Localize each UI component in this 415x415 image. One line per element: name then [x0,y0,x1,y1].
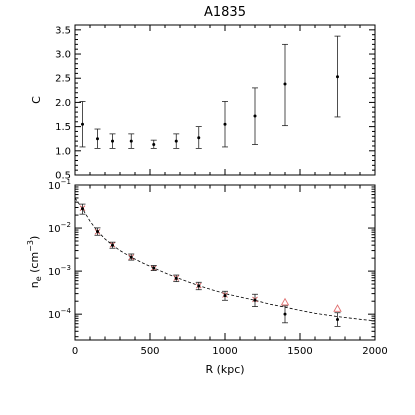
bottom-data-point [197,284,201,288]
bottom-ytick-label: 10−4 [48,307,72,321]
bottom-data-point [152,266,156,270]
bottom-xtick-label: 1500 [287,346,312,357]
top-frame [74,24,376,176]
tick-exponent: −4 [61,307,72,315]
red-triangle [333,304,342,312]
bottom-data-point [81,207,84,211]
top-ytick-label: 3.0 [55,50,71,61]
bottom-ylabel: ne (cm−3) [26,236,43,289]
top-data-point [152,143,156,147]
bottom-xtick-label: 500 [140,346,159,357]
top-data-point [111,139,114,143]
bottom-data-point [336,318,339,322]
bottom-panel: 10−110−210−310−40 500 1000 1500 2000 ne (cm−… [26,178,388,376]
tick-exponent: −3 [61,264,71,272]
bottom-xtick-label: 0 [72,346,78,357]
tick-base: 10 [48,267,61,278]
top-marks [79,35,341,149]
bottom-data-point [223,294,227,298]
top-ytick-label: 0.5 [55,171,71,182]
bottom-data-point [253,298,257,302]
bottom-data-point [96,230,99,234]
chart-title: A1835 [204,5,246,20]
bottom-marks [74,197,376,327]
top-ytick-label: 1.0 [55,146,71,157]
bottom-data-point [283,312,287,316]
ylabel-close: ) [28,236,41,240]
bottom-ytick-label: 10−3 [48,264,71,278]
top-ytick-label: 2.5 [55,74,71,85]
top-data-point [81,122,84,126]
top-ylabel: C [30,96,43,104]
top-data-point [96,137,99,141]
ylabel-sub: e [34,276,43,281]
red-triangle [280,297,290,306]
bottom-xtick-label: 1000 [212,346,237,357]
ylabel-unit: (cm [28,252,41,277]
bottom-ytick-label: 10−2 [48,221,71,235]
top-data-point [336,75,339,79]
bottom-xlabel: R (kpc) [205,363,244,376]
top-data-point [174,139,178,143]
top-data-point [253,114,257,118]
bottom-data-point [129,255,133,259]
top-data-point [283,82,287,86]
tick-base: 10 [48,224,61,235]
tick-base: 10 [48,181,61,192]
top-data-point [129,139,133,143]
top-data-point [223,122,227,126]
top-ytick-label: 1.5 [55,122,71,133]
top-data-point [197,136,201,140]
ylabel-n: n [28,281,41,288]
bottom-axis: 10−110−210−310−40 500 1000 1500 2000 [48,178,388,357]
top-axis: 0.5 1.0 1.5 2.0 2.5 3.0 3.5 [55,25,376,182]
tick-base: 10 [48,310,61,321]
model-curve [74,197,376,322]
ylabel-sup: −3 [26,240,35,252]
bottom-frame [74,184,376,341]
tick-exponent: −1 [61,178,71,186]
top-panel: 0.5 1.0 1.5 2.0 2.5 3.0 3.5 C [30,24,376,182]
bottom-data-point [174,276,178,280]
top-ytick-label: 2.0 [55,98,71,109]
bottom-xtick-label: 2000 [362,346,387,357]
bottom-data-point [111,243,114,247]
tick-exponent: −2 [61,221,71,229]
top-ytick-label: 3.5 [55,25,71,36]
bottom-ytick-label: 10−1 [48,178,71,192]
